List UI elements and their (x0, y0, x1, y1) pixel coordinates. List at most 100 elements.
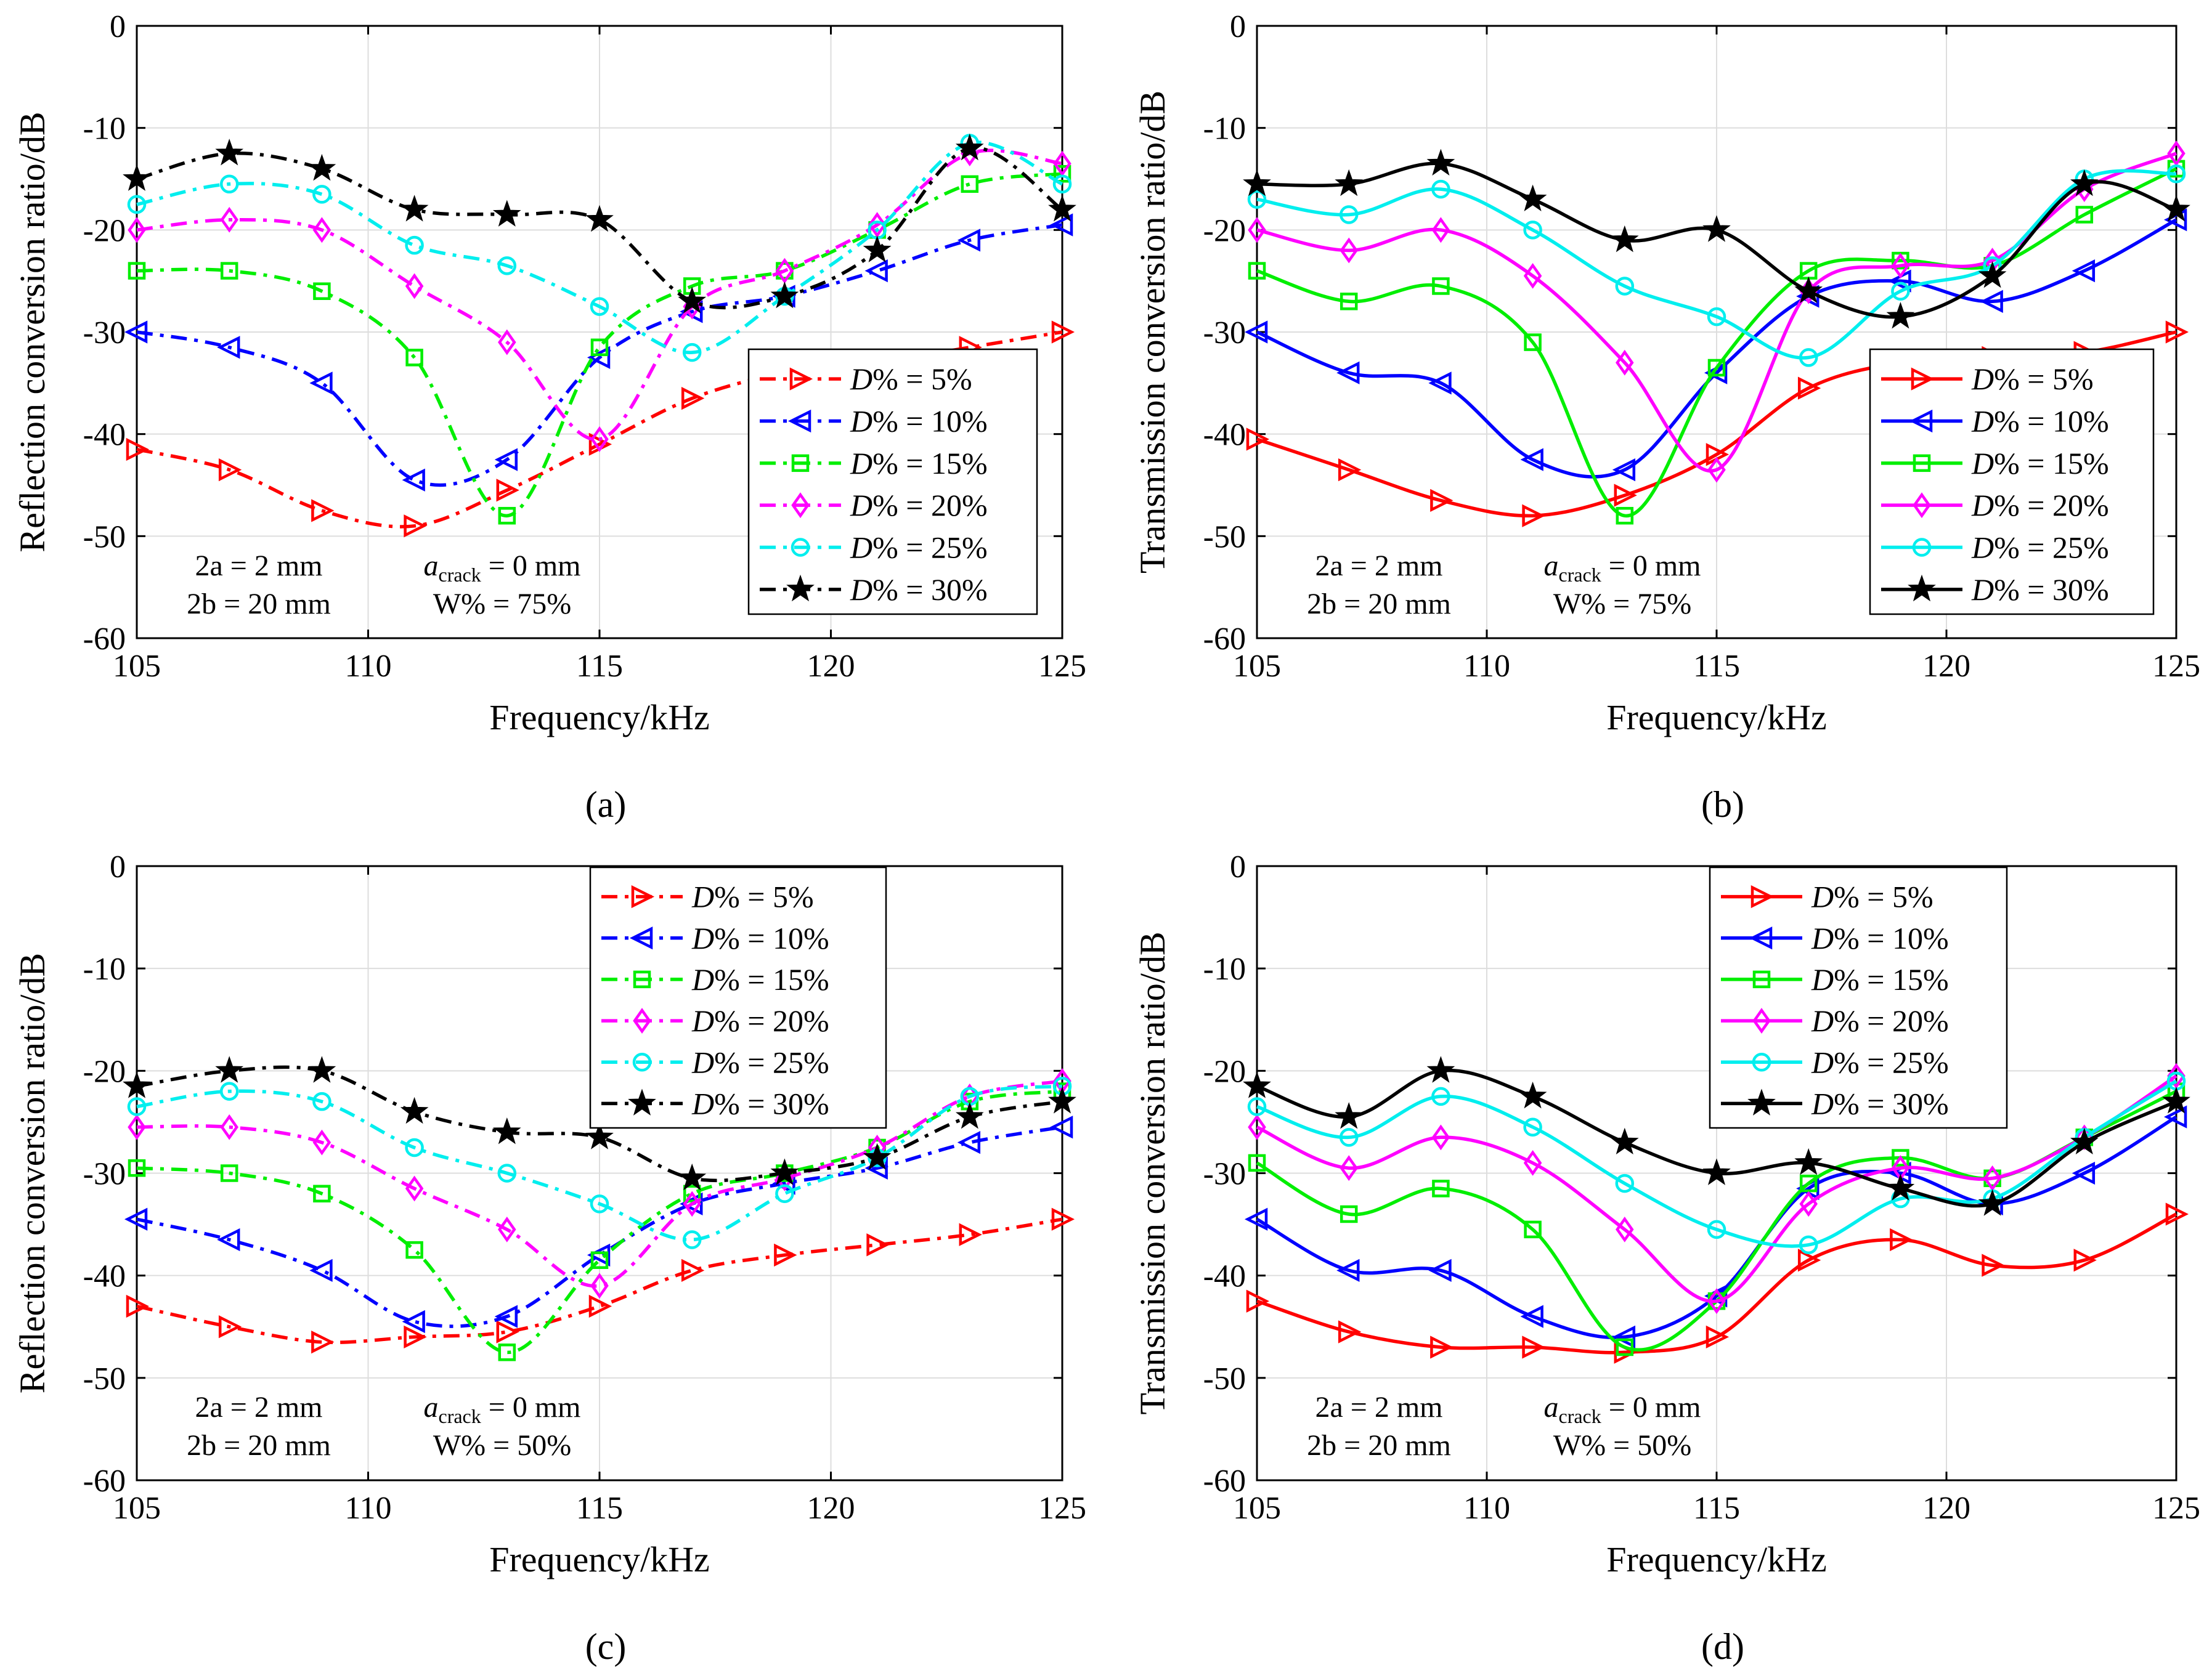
annotation-crack-value: = 0 mm (481, 549, 581, 582)
x-tick-label: 115 (576, 649, 623, 684)
data-point-1 (2163, 1105, 2187, 1129)
series-line-3 (136, 1079, 1063, 1288)
data-point-4 (1615, 1173, 1635, 1193)
data-point-0 (1522, 504, 1545, 527)
data-point-0 (681, 1258, 705, 1282)
y-tick-label: -10 (1203, 952, 1246, 987)
data-point-2 (313, 1185, 331, 1202)
data-point-1 (494, 1305, 518, 1328)
data-point-3 (590, 1273, 609, 1299)
data-point-4 (2166, 164, 2186, 184)
data-point-4 (1523, 221, 1542, 240)
data-point-3 (1431, 1124, 1450, 1151)
data-point-3 (868, 212, 887, 238)
data-point-5 (1335, 169, 1364, 197)
legend-label-4: D% = 25% (1811, 1045, 1949, 1079)
legend-marker-2 (633, 970, 651, 989)
legend-label-2: D% = 15% (850, 446, 988, 480)
data-point-4 (1799, 348, 1818, 367)
data-point-2 (1616, 506, 1634, 525)
data-point-5 (2070, 1127, 2099, 1155)
data-point-4 (312, 1092, 331, 1111)
data-point-3 (1523, 1149, 1542, 1176)
series-line-0 (1256, 1212, 2177, 1355)
series-line-0 (136, 1217, 1063, 1344)
y-tick-label: -60 (83, 1464, 126, 1499)
data-point-2 (1248, 1154, 1266, 1172)
data-point-5 (1243, 1071, 1271, 1098)
legend-label-1: D% = 10% (691, 921, 829, 955)
legend-label-value: % = 25% (1834, 1045, 1949, 1079)
legend-label-value: % = 30% (1834, 1086, 1949, 1121)
legend-label-value: % = 25% (1994, 530, 2109, 565)
legend-label-var: D (850, 404, 872, 439)
legend-label-var: D (850, 446, 872, 480)
data-point-2 (1524, 1220, 1542, 1239)
x-axis-label: Frequency/kHz (489, 697, 710, 737)
x-tick-label: 120 (807, 649, 855, 684)
data-point-2 (128, 1159, 146, 1177)
data-point-2 (590, 1251, 609, 1269)
legend-label-value: % = 5% (1834, 880, 1933, 914)
chart-panel-1: 105 110 115 120 125 0 -10 -20 -30 -40 -50 -60 Freque… (1132, 9, 2200, 825)
data-point-4 (1707, 1220, 1726, 1239)
data-point-5 (1518, 184, 1547, 212)
data-point-3 (775, 257, 794, 284)
legend-marker-4 (791, 538, 810, 557)
legend-label-3: D% = 20% (1811, 1003, 1949, 1038)
data-point-5 (1048, 1087, 1076, 1114)
data-point-3 (498, 329, 516, 355)
annotation-2a: 2a = 2 mm (1315, 1391, 1442, 1424)
y-tick-label: -60 (1203, 1464, 1246, 1499)
data-point-5 (770, 282, 799, 309)
data-point-0 (2165, 1202, 2189, 1226)
data-point-5 (215, 139, 244, 166)
data-point-0 (404, 514, 427, 538)
series-line-4 (1256, 1079, 2177, 1248)
data-point-5 (585, 205, 614, 232)
data-point-3 (1707, 456, 1726, 483)
data-point-4 (219, 174, 239, 194)
data-point-3 (312, 1129, 331, 1156)
data-point-1 (680, 1192, 703, 1215)
y-tick-label: -50 (83, 519, 126, 554)
legend-marker-0 (1750, 885, 1775, 909)
legend-label-0: D% = 5% (1811, 880, 1933, 914)
legend-label-4: D% = 25% (691, 1045, 829, 1079)
data-point-0 (1051, 1207, 1075, 1231)
legend-label-value: % = 5% (1994, 362, 2094, 396)
data-point-4 (1431, 1087, 1450, 1106)
data-point-0 (774, 1243, 797, 1267)
data-point-5 (1978, 261, 2007, 288)
series-line-3 (1256, 1074, 2177, 1303)
data-point-5 (955, 133, 984, 161)
data-point-0 (126, 1294, 150, 1318)
series-line-5 (136, 1065, 1063, 1183)
legend-label-var: D (691, 921, 714, 955)
data-point-1 (1980, 290, 2003, 313)
legend-label-value: % = 20% (872, 488, 988, 522)
annotation-crack-value: = 0 mm (1601, 549, 1701, 582)
legend-marker-3 (791, 492, 810, 519)
data-point-1 (1244, 1207, 1268, 1231)
data-point-4 (219, 1082, 239, 1101)
annotation-2b: 2b = 20 mm (1307, 588, 1451, 620)
data-point-1 (1612, 1325, 1636, 1349)
y-tick-label: 0 (110, 849, 126, 885)
data-point-4 (497, 1164, 517, 1183)
y-tick-label: -50 (1203, 519, 1246, 554)
data-point-4 (312, 185, 331, 204)
legend-box (747, 348, 1038, 615)
x-tick-label: 110 (344, 649, 391, 684)
data-point-5 (1426, 1056, 1455, 1083)
x-tick-label: 105 (1233, 649, 1281, 684)
data-point-5 (492, 200, 521, 227)
series-line-1 (136, 223, 1063, 487)
data-point-3 (1523, 262, 1542, 289)
legend-label-1: D% = 10% (1811, 921, 1949, 955)
data-point-1 (1049, 213, 1073, 237)
y-tick-label: -30 (83, 315, 126, 351)
legend-marker-2 (791, 454, 810, 472)
legend-label-1: D% = 10% (1971, 404, 2109, 439)
data-point-5 (2162, 1087, 2190, 1114)
